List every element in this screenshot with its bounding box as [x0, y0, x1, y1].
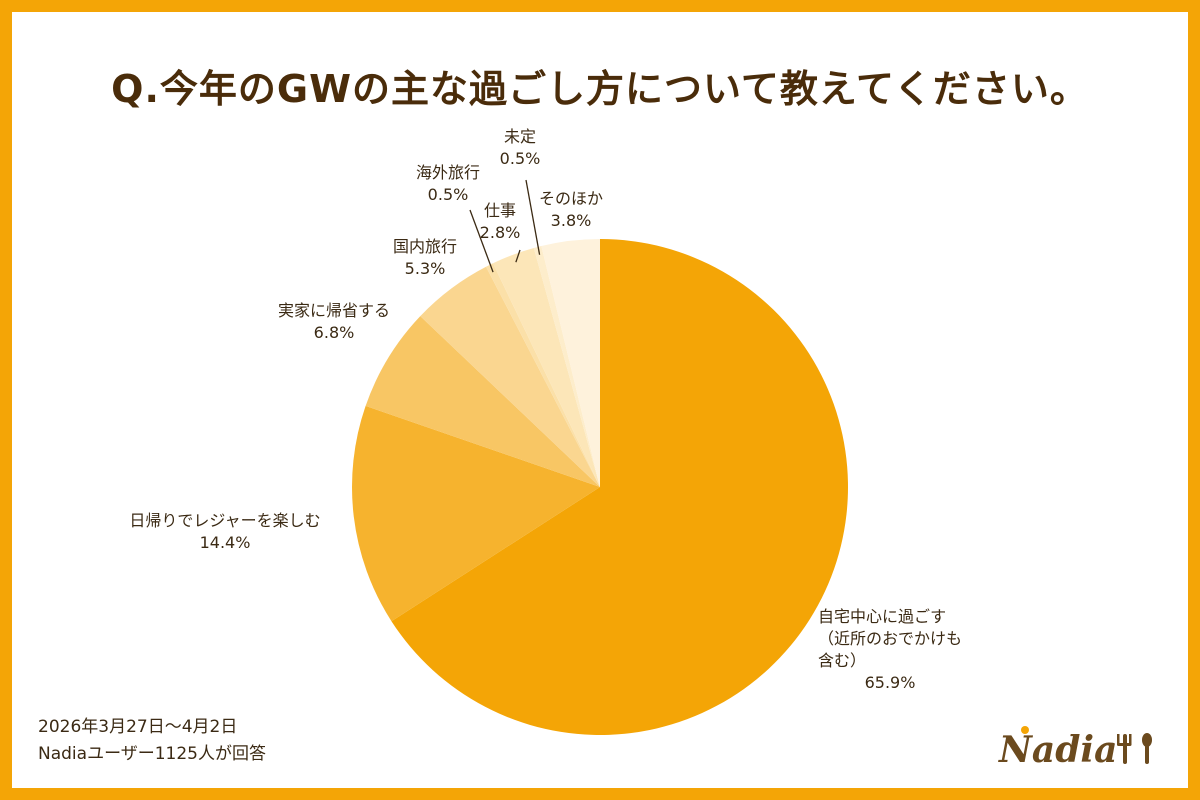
- pie-slice-home: [391, 239, 848, 735]
- pie-slice-domestic-trip: [420, 266, 600, 487]
- slice-label-work: 仕事 2.8%: [479, 201, 521, 242]
- pie-slice-daytrip: [351, 405, 600, 622]
- leader-line-overseas-trip: [469, 209, 494, 273]
- nadia-logo: Nadia: [998, 726, 1152, 771]
- slice-label-hometown: 実家に帰省する 6.8%: [277, 301, 390, 342]
- chart-title: Q.今年のGWの主な過ごし方について教えてください。: [111, 67, 1089, 111]
- survey-note: 2026年3月27日〜4月2日 Nadiaユーザー1125人が回答: [38, 714, 266, 768]
- flower-icon: [1021, 726, 1029, 734]
- leader-line-undecided: [525, 179, 541, 255]
- pie-slice-work: [492, 247, 600, 487]
- slice-label-domestic-trip: 国内旅行 5.3%: [392, 237, 457, 278]
- slice-label-daytrip: 日帰りでレジャーを楽しむ 14.4%: [129, 511, 321, 552]
- pie-slice-undecided: [533, 246, 600, 487]
- leader-line-work: [515, 249, 521, 263]
- logo-wordmark: Nadia: [998, 729, 1117, 771]
- spoon-icon: [1142, 733, 1152, 764]
- slice-label-home: 自宅中心に過ごす （近所のおでかけも 含む） 65.9%: [818, 607, 963, 692]
- pie-slice-hometown: [365, 316, 600, 487]
- survey-period: 2026年3月27日〜4月2日: [38, 717, 238, 737]
- slice-label-other: そのほか 3.8%: [538, 189, 603, 230]
- fork-icon: [1117, 734, 1132, 764]
- slice-label-overseas-trip: 海外旅行 0.5%: [415, 163, 480, 204]
- survey-respondents: Nadiaユーザー1125人が回答: [38, 744, 266, 764]
- pie-slice-overseas-trip: [486, 263, 600, 487]
- pie-slice-other: [541, 239, 600, 487]
- slice-label-undecided: 未定 0.5%: [499, 127, 541, 168]
